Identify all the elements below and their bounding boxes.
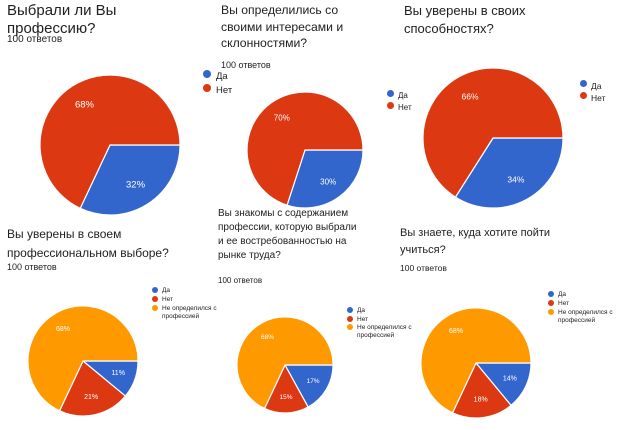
- legend-label: Не определился с профессией: [162, 305, 217, 320]
- pie-slice: [283, 364, 334, 408]
- pie-chart: 11% 21% 68%: [27, 305, 139, 417]
- legend-label: Не определился с профессией: [558, 309, 613, 324]
- response-count: 100 ответов: [7, 262, 57, 272]
- slice-label: 11%: [111, 370, 125, 377]
- legend-label: Нет: [591, 93, 606, 103]
- legend-label: Да: [357, 307, 366, 314]
- legend-label: Нет: [398, 103, 412, 112]
- slice-label: 68%: [449, 328, 463, 335]
- pie-slice: [39, 74, 181, 210]
- pie-slice: [286, 149, 364, 209]
- pie-slice: [420, 307, 532, 414]
- legend-item: Нет: [548, 300, 623, 308]
- legend-label: Да: [591, 81, 602, 91]
- legend-swatch-icon: [203, 84, 211, 92]
- slice-label: 34%: [507, 175, 524, 185]
- slice-label: 68%: [56, 326, 70, 333]
- legend-swatch-icon: [152, 296, 158, 302]
- legend-item: Не определился с профессией: [347, 324, 427, 339]
- chart-panel-2: Вы определились со своими интересами и с…: [221, 2, 426, 209]
- slice-label: 68%: [75, 99, 95, 110]
- pie-slice: [27, 305, 139, 412]
- legend-item: Не определился с профессией: [548, 309, 623, 325]
- legend-item: Нет: [152, 296, 232, 304]
- chart-title: Вы определились со своими интересами и с…: [221, 3, 344, 50]
- chart-panel-4: Вы уверены в своем профессиональном выбо…: [7, 225, 217, 430]
- legend-swatch-icon: [152, 287, 158, 293]
- slice-label: 14%: [503, 375, 517, 382]
- legend-item: Не определился с профессией: [152, 305, 232, 321]
- pie-chart: 32% 68%: [39, 74, 181, 216]
- legend-swatch-icon: [347, 307, 353, 313]
- chart-title: Вы уверены в своих способностях?: [404, 3, 526, 36]
- legend-swatch-icon: [347, 315, 353, 322]
- response-count: 100 ответов: [400, 263, 447, 273]
- legend-label: Нет: [216, 85, 233, 96]
- legend-swatch-icon: [387, 102, 394, 109]
- chart-panel-1: Выбрали ли Вы профессию? 100 ответов 32% 68…: [7, 2, 232, 216]
- legend-item: Нет: [580, 92, 623, 104]
- legend-label: Нет: [357, 315, 369, 323]
- pie-chart: 14% 18% 68%: [420, 307, 532, 419]
- legend-label: Да: [216, 71, 228, 82]
- legend-item: Да: [580, 80, 623, 92]
- chart-title: Вы знакомы с содержанием профессии, кото…: [218, 208, 357, 261]
- legend-item: Да: [548, 291, 623, 299]
- legend-label: Да: [558, 291, 567, 298]
- legend-swatch-icon: [152, 305, 158, 311]
- legend-item: Да: [387, 90, 468, 101]
- pie-chart: 34% 66%: [422, 67, 564, 209]
- legend-swatch-icon: [580, 92, 587, 99]
- legend-swatch-icon: [548, 309, 554, 315]
- response-count: 100 ответов: [221, 60, 271, 70]
- slice-label: 15%: [280, 394, 293, 401]
- legend-label: Да: [162, 287, 171, 294]
- legend-item: Нет: [347, 315, 427, 324]
- legend-label: Нет: [162, 296, 174, 303]
- legend-label: Да: [398, 91, 408, 100]
- chart-title: Вы знаете, куда хотите пойти учиться?: [400, 227, 551, 256]
- slice-label: 17%: [307, 378, 320, 385]
- legend-item: Нет: [387, 102, 468, 113]
- pie-slice: [422, 67, 564, 198]
- chart-panel-3: Вы уверены в своих способностях? 34% 66% Да…: [404, 2, 609, 209]
- legend-swatch-icon: [203, 70, 211, 78]
- legend-swatch-icon: [548, 300, 554, 306]
- pie-slice: [79, 144, 181, 216]
- legend-swatch-icon: [580, 80, 587, 87]
- legend-label: Нет: [558, 300, 570, 307]
- slice-label: 30%: [320, 177, 336, 186]
- pie-chart: 17% 15% 68%: [236, 316, 334, 414]
- legend-swatch-icon: [548, 291, 554, 297]
- legend-item: Да: [203, 70, 286, 83]
- pie-slice: [246, 91, 364, 206]
- pie-chart: 30% 70%: [246, 91, 364, 209]
- chart-panel-6: Вы знаете, куда хотите пойти учиться? 100…: [400, 225, 613, 430]
- legend-swatch-icon: [387, 90, 394, 97]
- response-count: 100 ответов: [7, 34, 63, 45]
- legend-item: Да: [152, 287, 232, 295]
- slice-label: 21%: [84, 394, 98, 401]
- legend-item: Да: [347, 307, 427, 315]
- chart-title: Вы уверены в своем профессиональном выбо…: [7, 227, 169, 260]
- chart-title: Выбрали ли Вы профессию?: [7, 2, 117, 37]
- chart-panel-5: Вы знакомы с содержанием профессии, кото…: [218, 207, 423, 414]
- slice-label: 32%: [126, 180, 146, 191]
- slice-label: 70%: [274, 114, 290, 123]
- slice-label: 68%: [261, 334, 274, 341]
- legend-label: Не определился с профессией: [357, 324, 412, 339]
- legend-item: Нет: [203, 84, 286, 97]
- slice-label: 18%: [474, 397, 488, 404]
- pie-slice: [236, 316, 334, 410]
- slice-label: 66%: [462, 91, 479, 101]
- legend-swatch-icon: [347, 324, 353, 330]
- response-count: 100 ответов: [218, 276, 263, 285]
